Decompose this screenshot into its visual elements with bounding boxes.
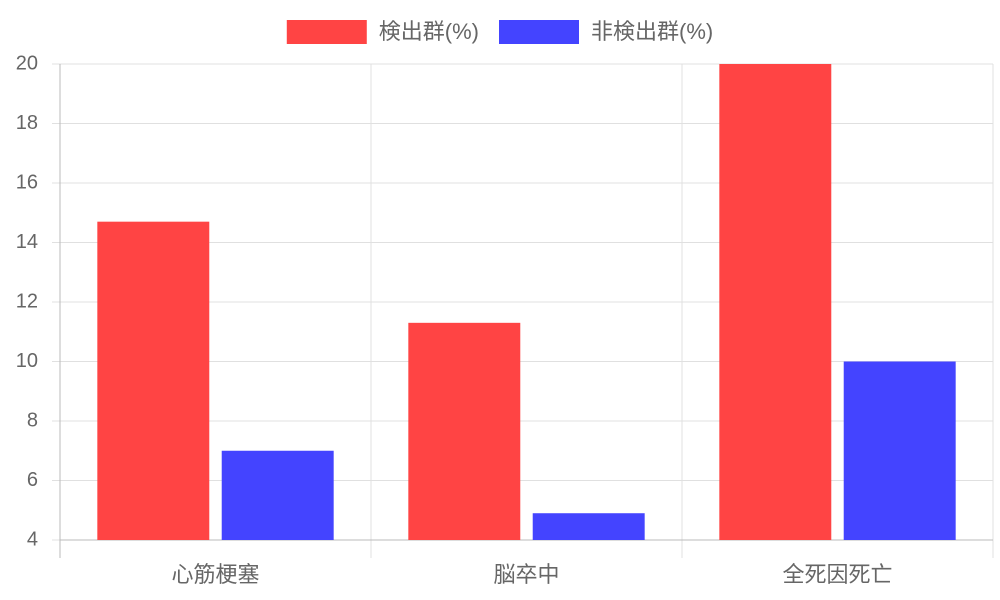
legend-label: 非検出群(%) bbox=[591, 19, 713, 44]
y-tick-label: 16 bbox=[16, 171, 38, 193]
legend-swatch bbox=[499, 20, 579, 44]
y-tick-label: 12 bbox=[16, 290, 38, 312]
legend-label: 検出群(%) bbox=[379, 19, 479, 44]
x-tick-label: 心筋梗塞 bbox=[171, 562, 259, 587]
bar bbox=[97, 221, 210, 541]
x-tick-label: 全死因死亡 bbox=[782, 562, 892, 587]
y-tick-label: 10 bbox=[16, 350, 38, 372]
bar bbox=[719, 64, 832, 540]
y-tick-label: 18 bbox=[16, 112, 38, 134]
bar bbox=[532, 513, 645, 540]
y-tick-label: 8 bbox=[27, 409, 38, 431]
legend-swatch bbox=[286, 20, 367, 44]
y-tick-label: 4 bbox=[27, 528, 38, 550]
bar bbox=[221, 450, 334, 540]
y-tick-label: 14 bbox=[16, 231, 38, 253]
bar bbox=[843, 361, 956, 540]
y-tick-label: 20 bbox=[16, 52, 38, 74]
x-tick-label: 脳卒中 bbox=[493, 562, 559, 587]
y-tick-label: 6 bbox=[27, 469, 38, 491]
bar bbox=[408, 322, 521, 540]
